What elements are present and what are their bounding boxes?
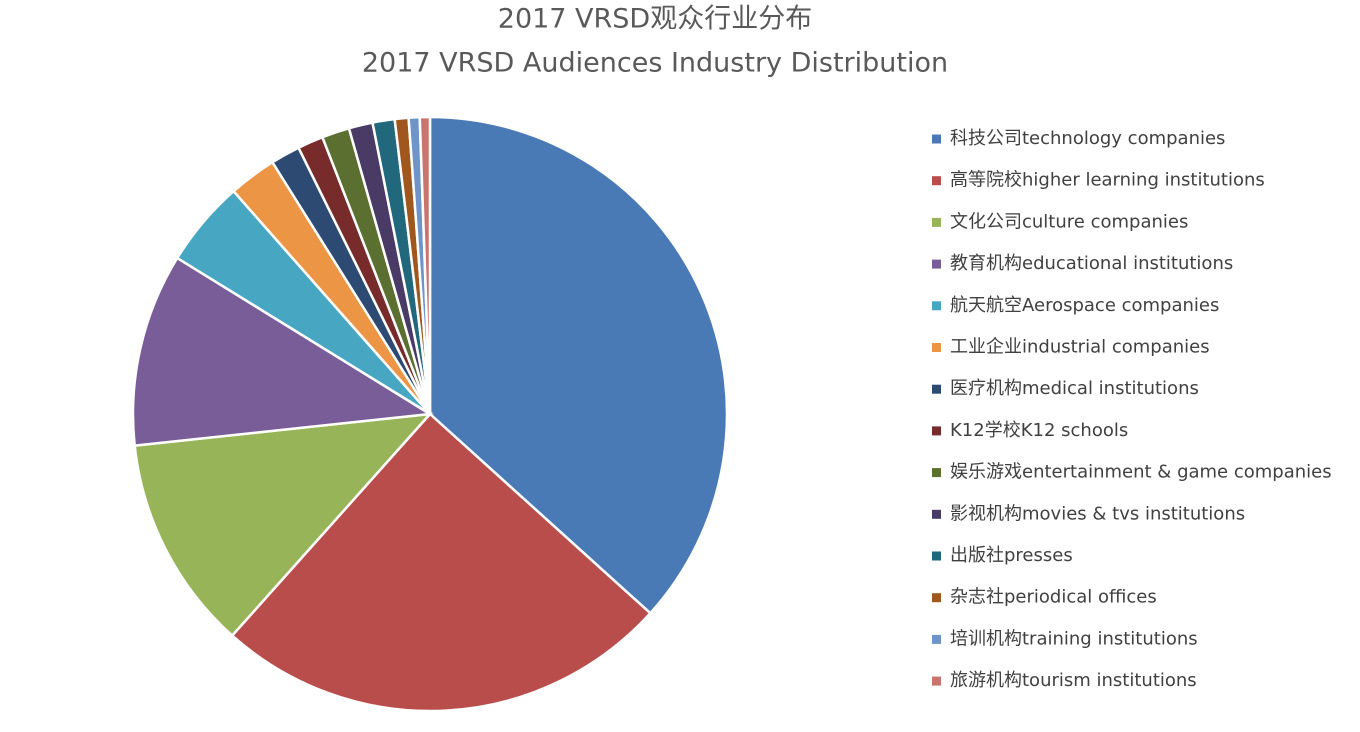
legend-label: 高等院校higher learning institutions (950, 170, 1265, 191)
legend-label: K12学校K12 schools (950, 420, 1128, 441)
legend-swatch (932, 301, 941, 311)
legend-swatch (932, 384, 941, 394)
legend-swatch (932, 593, 941, 603)
pie-slice (230, 412, 653, 713)
legend-swatch (932, 343, 941, 352)
chart-title: 2017 VRSD观众行业分布 (498, 4, 812, 35)
legend-label: 工业企业industrial companies (950, 337, 1210, 358)
pie-slice (428, 115, 729, 615)
legend-swatch (932, 676, 941, 686)
legend-label: 科技公司technology companies (950, 128, 1225, 149)
legend-swatch (932, 259, 941, 269)
legend-label: 教育机构educational institutions (950, 253, 1233, 274)
legend-swatch (932, 468, 941, 478)
legend-label: 文化公司culture companies (950, 211, 1188, 232)
legend-swatch (932, 551, 941, 561)
legend-swatch (932, 634, 941, 644)
legend-label: 杂志社periodical offices (950, 587, 1157, 608)
legend-label: 影视机构movies & tvs institutions (950, 503, 1245, 524)
legend-swatch (932, 509, 941, 519)
legend-swatch (932, 217, 941, 227)
legend-label: 培训机构training institutions (950, 628, 1198, 649)
pie-slice (133, 412, 434, 638)
chart-subtitle: 2017 VRSD Audiences Industry Distributio… (362, 48, 948, 79)
legend-swatch (932, 134, 941, 144)
legend-label: 航天航空Aerospace companies (950, 295, 1219, 316)
legend-label: 旅游机构tourism institutions (950, 670, 1197, 691)
legend-label: 出版社presses (950, 545, 1073, 566)
legend-swatch (932, 176, 941, 186)
legend-label: 娱乐游戏entertainment & game companies (950, 462, 1332, 483)
pie-slice (131, 256, 434, 448)
legend-label: 医疗机构medical institutions (950, 378, 1199, 399)
legend-swatch (932, 426, 941, 436)
pie-slice (418, 115, 432, 415)
